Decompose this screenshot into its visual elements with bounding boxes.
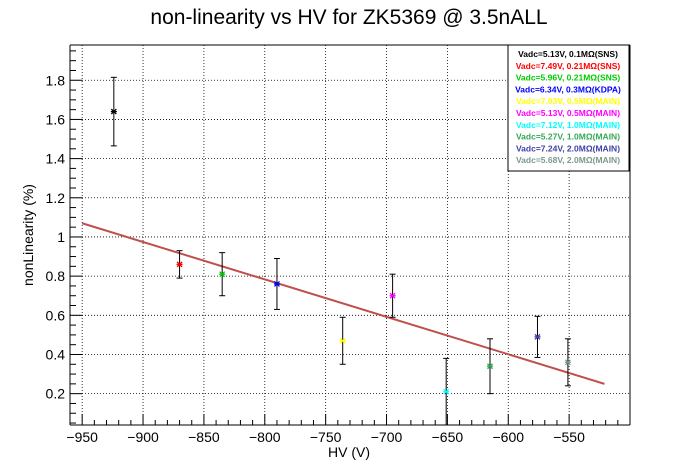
x-tick-label: −950 xyxy=(66,429,98,445)
legend-entry: Vadc=5.68V, 2.0MΩ(MAIN) xyxy=(516,155,620,165)
y-axis-title: nonLinearity (%) xyxy=(20,184,36,286)
data-points xyxy=(110,76,571,426)
x-tick-label: −700 xyxy=(371,429,403,445)
y-tick-label: 1 xyxy=(57,229,65,245)
y-tick-label: 0.4 xyxy=(46,346,66,362)
y-tick-label: 0.8 xyxy=(46,268,66,284)
y-tick-label: 0.6 xyxy=(46,307,66,323)
legend-entry: Vadc=5.13V, 0.1MΩ(SNS) xyxy=(518,49,618,59)
y-tick-label: 0.2 xyxy=(46,386,66,402)
x-tick-label: −650 xyxy=(432,429,464,445)
x-tick-label: −850 xyxy=(188,429,220,445)
data-point xyxy=(110,76,117,147)
legend-entry: Vadc=7.12V, 1.0MΩ(MAIN) xyxy=(516,120,620,130)
data-point xyxy=(443,357,450,426)
legend-entry: Vadc=5.96V, 0.21MΩ(SNS) xyxy=(516,73,621,83)
legend-entry: Vadc=5.13V, 0.5MΩ(MAIN) xyxy=(516,108,620,118)
data-point xyxy=(389,273,396,318)
y-tick-label: 1.8 xyxy=(46,72,66,88)
data-point xyxy=(487,338,493,395)
legend-entry: Vadc=7.03V, 0.5MΩ(MAIN) xyxy=(516,96,620,106)
y-tick-label: 1.4 xyxy=(46,151,66,167)
fit-line xyxy=(81,222,605,385)
x-tick-label: −550 xyxy=(553,429,585,445)
data-point xyxy=(339,316,346,365)
legend-entry: Vadc=6.34V, 0.3MΩ(KDPA) xyxy=(515,84,621,94)
fit-line-group xyxy=(81,222,605,385)
x-ticks: −950 −900 −850 −800 −750 −700 −650 −600 −550 xyxy=(66,414,619,445)
y-tick-label: 1.6 xyxy=(46,111,66,127)
y-ticks: 0.2 0.4 0.6 0.8 1 1.2 1.4 1.6 1.8 xyxy=(46,50,82,424)
legend-entry: Vadc=5.27V, 1.0MΩ(MAIN) xyxy=(516,132,620,142)
data-point xyxy=(534,315,541,358)
x-tick-label: −800 xyxy=(249,429,281,445)
data-point xyxy=(273,258,280,310)
legend: Vadc=5.13V, 0.1MΩ(SNS) Vadc=7.49V, 0.21MΩ… xyxy=(507,44,630,172)
x-tick-label: −600 xyxy=(492,429,524,445)
x-tick-label: −750 xyxy=(310,429,342,445)
y-tick-label: 1.2 xyxy=(46,190,66,206)
chart-title: non-linearity vs HV for ZK5369 @ 3.5nALL xyxy=(150,6,547,29)
legend-entry: Vadc=7.24V, 2.0MΩ(MAIN) xyxy=(516,143,620,153)
legend-entry: Vadc=7.49V, 0.21MΩ(SNS) xyxy=(516,61,621,71)
data-point xyxy=(176,250,183,279)
data-point xyxy=(564,338,571,387)
x-tick-label: −900 xyxy=(127,429,159,445)
x-axis-title: HV (V) xyxy=(328,444,370,460)
data-point xyxy=(219,252,226,297)
legend-box xyxy=(507,44,630,172)
